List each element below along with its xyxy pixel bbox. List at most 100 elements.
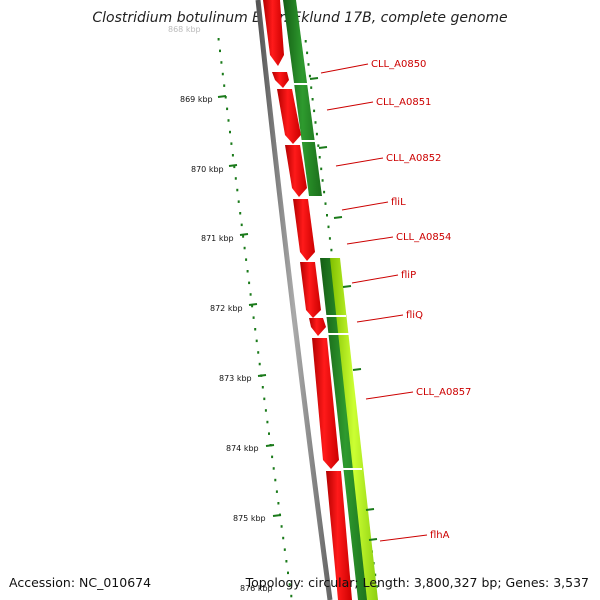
outer-scale-dot: [317, 144, 320, 147]
outer-scale-dot: [326, 214, 328, 217]
outer-scale-dot: [304, 40, 307, 43]
scale-dot: [219, 49, 221, 53]
scale-dot: [266, 420, 269, 424]
cds-arrow[interactable]: [272, 72, 289, 88]
gene-callouts: CLL_A0850 CLL_A0851 CLL_A0852 fliL CLL_A…: [320, 59, 471, 542]
scale-dot: [255, 339, 258, 343]
scale-dot: [246, 270, 249, 273]
kbp-tick: [265, 444, 275, 447]
scale-dot: [257, 351, 260, 354]
accession-text: Accession: NC_010674: [9, 575, 152, 590]
callout-line: [379, 534, 428, 542]
backbone-track: [255, 0, 333, 600]
scale-dot: [249, 293, 252, 296]
scale-dot: [288, 583, 291, 586]
kbp-tick: [257, 374, 267, 377]
outer-scale-dot: [321, 179, 324, 182]
scale-dot: [245, 258, 248, 261]
kbp-label: 870 kbp: [191, 165, 224, 174]
scale-dot: [243, 246, 246, 250]
scale-dot: [237, 200, 240, 203]
kbp-label: 874 kbp: [226, 444, 259, 453]
scale-dot: [221, 72, 224, 76]
kbp-tick: [239, 233, 249, 236]
scale-dot: [248, 281, 251, 285]
scale-dot: [277, 502, 280, 505]
kbp-label: 868 kbp: [168, 25, 201, 34]
callout-line: [335, 157, 384, 167]
scale-dot: [261, 386, 264, 389]
cds-arrow[interactable]: [312, 338, 339, 469]
scale-dot: [242, 235, 245, 238]
outer-scale-dot: [323, 190, 326, 194]
outer-scale-dot: [306, 51, 309, 55]
scale-dot: [233, 165, 236, 169]
feature-band-dark-green-top: [283, 0, 322, 196]
scale-dot: [252, 316, 255, 319]
cds-arrow[interactable]: [309, 318, 326, 336]
scale-dot: [227, 119, 230, 122]
kbp-ticks: [217, 95, 282, 517]
kbp-tick: [248, 303, 258, 306]
outer-ticks: [309, 77, 378, 541]
gene-label-cll-a0852[interactable]: CLL_A0852: [386, 153, 441, 164]
scale-dot: [282, 536, 285, 540]
gene-label-flip[interactable]: fliP: [401, 270, 416, 281]
scale-dot: [226, 107, 229, 111]
gene-label-fliq[interactable]: fliQ: [406, 310, 423, 321]
scale-dot: [271, 455, 274, 459]
map-title: Clostridium botulinum B str. Eklund 17B,…: [92, 10, 508, 26]
scale-dot: [258, 362, 261, 366]
outer-scale-dot: [307, 63, 310, 66]
gene-label-cll-a0851[interactable]: CLL_A0851: [376, 97, 431, 108]
topology-text: Topology: circular; Length: 3,800,327 bp…: [245, 575, 589, 590]
scale-dot: [229, 130, 231, 134]
scale-dot: [268, 432, 270, 435]
scale-dot: [285, 560, 288, 563]
outer-scale-dot: [308, 74, 311, 78]
scale-dot: [263, 397, 266, 401]
cds-arrow[interactable]: [263, 0, 284, 66]
gene-label-flil[interactable]: fliL: [391, 197, 406, 208]
gene-label-cll-a0850[interactable]: CLL_A0850: [371, 59, 426, 70]
outer-scale-dot: [313, 109, 316, 113]
gene-label-cll-a0857[interactable]: CLL_A0857: [416, 387, 471, 398]
scale-dot: [236, 188, 239, 192]
callout-line: [341, 201, 389, 211]
callout-line: [351, 274, 399, 284]
cds-arrow-group: [263, 0, 352, 600]
cds-arrow[interactable]: [293, 199, 315, 261]
outer-scale-dot: [327, 225, 330, 229]
outer-scale-dot: [310, 86, 313, 89]
kbp-tick: [228, 164, 238, 167]
kbp-label: 873 kbp: [219, 374, 252, 383]
cds-arrow[interactable]: [285, 145, 307, 197]
feature-band-light-green: [330, 258, 378, 600]
scale-dot: [234, 177, 237, 180]
kbp-tick: [272, 514, 282, 517]
outer-scale-dot: [375, 585, 378, 588]
scale-dot: [224, 96, 227, 99]
scale-dot: [239, 212, 242, 215]
cds-arrow[interactable]: [300, 262, 321, 318]
cds-arrow[interactable]: [277, 89, 301, 144]
callout-line: [356, 314, 404, 323]
kbp-label: 872 kbp: [210, 304, 243, 313]
outer-scale-dot: [330, 248, 333, 252]
scale-dot: [217, 38, 220, 41]
kbp-scale-labels: 868 kbp 869 kbp 870 kbp 871 kbp 872 kbp …: [168, 25, 273, 593]
cds-arrow[interactable]: [326, 471, 352, 600]
scale-dot: [280, 525, 283, 528]
scale-dot: [274, 478, 277, 482]
outer-scale-dot: [315, 132, 318, 136]
scale-dot: [231, 154, 234, 157]
gene-label-flha[interactable]: flhA: [430, 530, 450, 541]
outer-scale-dot: [324, 202, 327, 205]
scale-dot: [220, 61, 223, 64]
scale-dot: [287, 571, 289, 575]
scale-dot: [283, 548, 286, 551]
scale-dot: [240, 223, 243, 227]
scale-dot: [272, 467, 275, 470]
gene-label-cll-a0854[interactable]: CLL_A0854: [396, 232, 451, 243]
